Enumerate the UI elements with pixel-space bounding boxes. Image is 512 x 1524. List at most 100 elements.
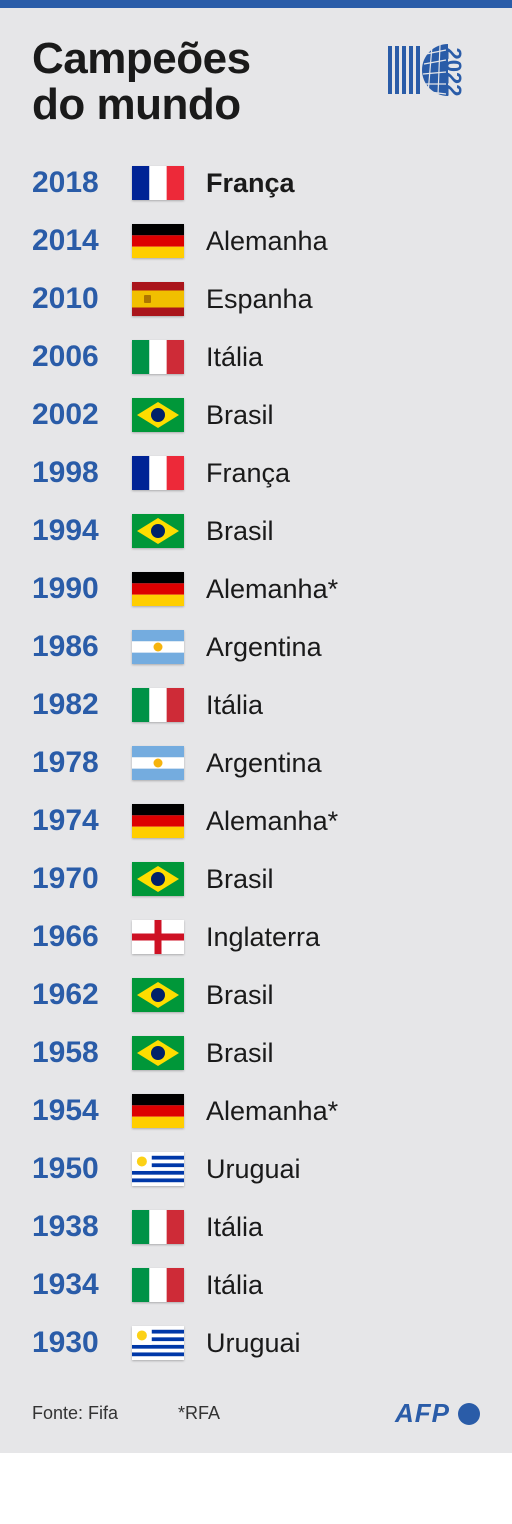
year-label: 1978	[32, 746, 132, 780]
flag-brazil-icon	[132, 978, 184, 1012]
flag-italy-icon	[132, 1268, 184, 1302]
year-label: 2002	[32, 398, 132, 432]
afp-text: AFP	[395, 1398, 450, 1429]
year-label: 1994	[32, 514, 132, 548]
year-label: 1966	[32, 920, 132, 954]
country-label: Argentina	[206, 748, 322, 779]
flag-spain-icon	[132, 282, 184, 316]
year-label: 1962	[32, 978, 132, 1012]
year-label: 1986	[32, 630, 132, 664]
country-label: Uruguai	[206, 1328, 301, 1359]
flag-germany-icon	[132, 804, 184, 838]
afp-credit: AFP	[395, 1398, 480, 1429]
flag-france-icon	[132, 456, 184, 490]
country-label: Espanha	[206, 284, 313, 315]
champion-row: 2002 Brasil	[32, 386, 480, 444]
champion-row: 1970 Brasil	[32, 850, 480, 908]
flag-england-icon	[132, 920, 184, 954]
country-label: Uruguai	[206, 1154, 301, 1185]
title-line-2: do mundo	[32, 80, 241, 129]
country-label: Alemanha*	[206, 574, 338, 605]
flag-argentina-icon	[132, 746, 184, 780]
footer: Fonte: Fifa *RFA AFP	[0, 1390, 512, 1453]
source-label: Fonte: Fifa	[32, 1403, 118, 1424]
afp-dot-icon	[458, 1403, 480, 1425]
flag-uruguay-icon	[132, 1326, 184, 1360]
worldcup-2022-logo-icon: 2022	[388, 36, 480, 116]
champion-row: 1990 Alemanha*	[32, 560, 480, 618]
logo-year-text: 2022	[441, 48, 466, 97]
champion-row: 1986 Argentina	[32, 618, 480, 676]
flag-germany-icon	[132, 1094, 184, 1128]
champion-row: 1958 Brasil	[32, 1024, 480, 1082]
country-label: Itália	[206, 690, 263, 721]
year-label: 1958	[32, 1036, 132, 1070]
champion-row: 1954 Alemanha*	[32, 1082, 480, 1140]
champion-row: 2018 França	[32, 154, 480, 212]
year-label: 1990	[32, 572, 132, 606]
champion-row: 1962 Brasil	[32, 966, 480, 1024]
year-label: 1934	[32, 1268, 132, 1302]
champion-row: 1950 Uruguai	[32, 1140, 480, 1198]
country-label: Argentina	[206, 632, 322, 663]
champion-row: 1938 Itália	[32, 1198, 480, 1256]
country-label: Alemanha*	[206, 806, 338, 837]
year-label: 1930	[32, 1326, 132, 1360]
country-label: França	[206, 458, 290, 489]
year-label: 2014	[32, 224, 132, 258]
champion-row: 1974 Alemanha*	[32, 792, 480, 850]
flag-italy-icon	[132, 1210, 184, 1244]
country-label: Itália	[206, 342, 263, 373]
infographic-container: Campeões do mundo 2022 2018 França 2014	[0, 0, 512, 1453]
country-label: Itália	[206, 1212, 263, 1243]
flag-uruguay-icon	[132, 1152, 184, 1186]
year-label: 1950	[32, 1152, 132, 1186]
footnote-label: *RFA	[178, 1403, 220, 1424]
country-label: Brasil	[206, 980, 274, 1011]
year-label: 1982	[32, 688, 132, 722]
champion-row: 1994 Brasil	[32, 502, 480, 560]
champion-row: 2010 Espanha	[32, 270, 480, 328]
champions-list: 2018 França 2014 Alemanha 2010 Espanha 2…	[0, 146, 512, 1390]
flag-germany-icon	[132, 572, 184, 606]
country-label: Brasil	[206, 1038, 274, 1069]
champion-row: 1998 França	[32, 444, 480, 502]
country-label: Alemanha*	[206, 1096, 338, 1127]
year-label: 1954	[32, 1094, 132, 1128]
flag-germany-icon	[132, 224, 184, 258]
champion-row: 1930 Uruguai	[32, 1314, 480, 1372]
year-label: 1998	[32, 456, 132, 490]
country-label: Itália	[206, 1270, 263, 1301]
footer-left: Fonte: Fifa *RFA	[32, 1403, 220, 1424]
country-label: Inglaterra	[206, 922, 320, 953]
flag-argentina-icon	[132, 630, 184, 664]
champion-row: 2014 Alemanha	[32, 212, 480, 270]
country-label: Brasil	[206, 516, 274, 547]
champion-row: 2006 Itália	[32, 328, 480, 386]
flag-italy-icon	[132, 688, 184, 722]
flag-brazil-icon	[132, 1036, 184, 1070]
flag-brazil-icon	[132, 514, 184, 548]
champion-row: 1978 Argentina	[32, 734, 480, 792]
country-label: Brasil	[206, 400, 274, 431]
country-label: Brasil	[206, 864, 274, 895]
champion-row: 1966 Inglaterra	[32, 908, 480, 966]
year-label: 1970	[32, 862, 132, 896]
flag-france-icon	[132, 166, 184, 200]
champion-row: 1982 Itália	[32, 676, 480, 734]
year-label: 2006	[32, 340, 132, 374]
year-label: 2018	[32, 166, 132, 200]
country-label: Alemanha	[206, 226, 328, 257]
flag-brazil-icon	[132, 398, 184, 432]
title-line-1: Campeões	[32, 34, 251, 83]
flag-italy-icon	[132, 340, 184, 374]
page-title: Campeões do mundo	[32, 36, 251, 128]
year-label: 1974	[32, 804, 132, 838]
top-accent-bar	[0, 0, 512, 8]
flag-brazil-icon	[132, 862, 184, 896]
year-label: 1938	[32, 1210, 132, 1244]
header: Campeões do mundo 2022	[0, 8, 512, 146]
champion-row: 1934 Itália	[32, 1256, 480, 1314]
year-label: 2010	[32, 282, 132, 316]
country-label: França	[206, 168, 295, 199]
